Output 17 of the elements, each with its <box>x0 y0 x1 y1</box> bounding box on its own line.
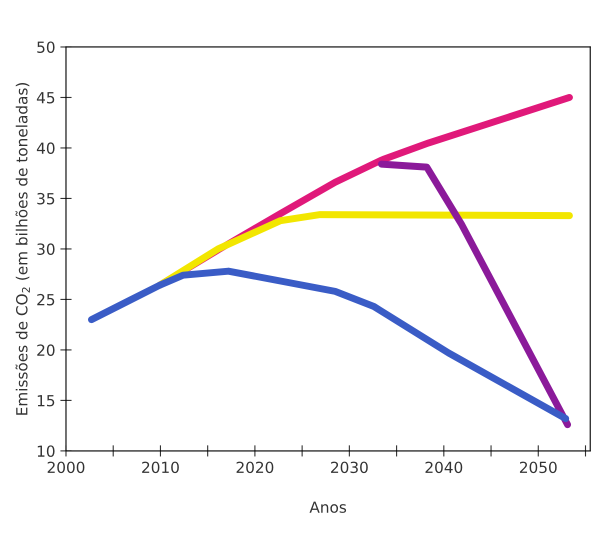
x-tick-label: 2040 <box>425 462 462 474</box>
y-tick-label: 45 <box>36 92 54 104</box>
x-tick-label: 2010 <box>142 462 179 474</box>
y-tick-label: 10 <box>38 445 55 457</box>
y-tick-label: 30 <box>37 243 55 255</box>
x-tick-label: 2000 <box>48 462 84 474</box>
y-tick-label: 20 <box>37 344 55 356</box>
y-tick-label: 40 <box>36 142 55 154</box>
y-tick-label: 25 <box>37 294 54 306</box>
y-axis-title: Emissões de CO$_{2}$ (em bilhões de toneladas) <box>15 82 30 415</box>
y-tick-label: 35 <box>37 192 54 204</box>
x-tick-label: 2020 <box>236 462 274 474</box>
x-axis-title: Anos <box>310 502 346 513</box>
y-tick-label: 50 <box>37 41 55 53</box>
x-tick-label: 2050 <box>520 462 557 474</box>
x-tick-label: 2030 <box>331 462 368 474</box>
y-tick-label: 15 <box>38 395 54 406</box>
